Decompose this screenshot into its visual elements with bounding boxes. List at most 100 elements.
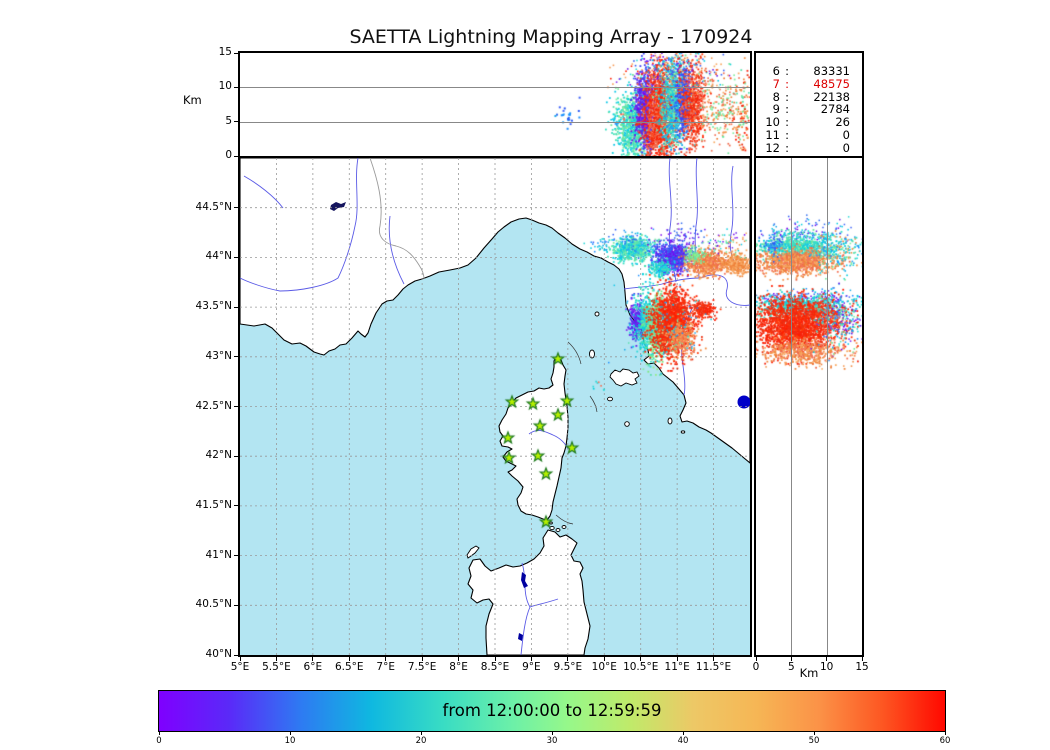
source-count-stats-panel: 6: 83331 7: 48575 8: 22138 9: 2784 10: 26 11: 0 12: 0 [754, 51, 864, 158]
latitude-tick-label: 42.5°N [195, 399, 232, 412]
longitude-tick [421, 657, 423, 661]
longitude-tick-label: 9°E [522, 661, 541, 673]
stats-row: 9: 2784 [756, 103, 862, 116]
longitude-tick [530, 657, 532, 661]
longitude-tick-label: 6°E [303, 661, 323, 673]
latitude-tick [234, 406, 238, 407]
longitude-tick-label: 8°E [449, 661, 468, 673]
altitude-tick [234, 121, 238, 123]
stats-count: 2784 [820, 102, 850, 117]
longitude-tick-label: 7°E [376, 661, 395, 673]
colorbar-tick-label: 20 [415, 736, 427, 746]
longitude-tick [275, 657, 277, 661]
longitude-tick-label: 8.5°E [480, 661, 510, 673]
stats-separator: : [785, 102, 789, 117]
altitude-tick [234, 86, 238, 88]
stats-level: 8 [772, 89, 780, 104]
latitude-tick [234, 207, 238, 209]
stats-level: 9 [772, 102, 780, 117]
latitude-tick-label: 40°N [205, 648, 232, 660]
altitude-tick-label: 10 [218, 80, 232, 93]
stats-count: 0 [842, 140, 850, 155]
colorbar-label: from 12:00:00 to 12:59:59 [442, 701, 662, 720]
latitude-tick-label: 44°N [205, 250, 232, 263]
stats-separator: : [785, 115, 789, 130]
altitude-latitude-scatter [756, 158, 862, 655]
map-panel [238, 156, 752, 657]
altitude-axis-label: Km [183, 93, 202, 107]
stats-separator: : [785, 140, 789, 155]
map-scatter [240, 158, 750, 655]
altitude-tick [234, 155, 238, 157]
latitude-tick [234, 505, 238, 507]
altitude-longitude-scatter [240, 53, 750, 156]
latitude-tick [234, 455, 238, 457]
altitude-gridline [826, 158, 828, 655]
altitude-tick-label: 5 [225, 114, 232, 127]
altitude-latitude-panel [754, 156, 864, 657]
altitude2-tick [790, 657, 792, 661]
latitude-tick [234, 256, 238, 258]
longitude-tick-label: 7.5°E [407, 661, 437, 673]
colorbar-tick [944, 731, 946, 735]
colorbar-tick-label: 10 [284, 736, 296, 746]
latitude-tick-label: 42°N [205, 449, 232, 462]
stats-count: 0 [842, 127, 850, 142]
latitude-tick [234, 356, 238, 358]
stats-separator: : [785, 89, 789, 104]
stats-separator: : [785, 64, 789, 78]
colorbar-tick [682, 731, 684, 735]
stats-level: 10 [765, 115, 780, 130]
colorbar-tick-label: 0 [156, 736, 162, 746]
longitude-tick-label: 10.5°E [623, 661, 659, 673]
stats-row: 10: 26 [756, 116, 862, 129]
latitude-tick [234, 654, 238, 656]
stats-count: 83331 [813, 64, 850, 78]
colorbar-tick [551, 731, 553, 735]
altitude2-tick [826, 657, 828, 661]
latitude-tick-label: 40.5°N [195, 598, 232, 611]
longitude-tick-label: 11.5°E [695, 661, 732, 673]
altitude2-tick-label: 0 [752, 661, 760, 673]
stats-row: 12: 0 [756, 140, 862, 155]
stats-row: 6: 83331 [756, 65, 862, 78]
latitude-tick-label: 43°N [205, 349, 232, 362]
longitude-tick-label: 5°E [230, 661, 250, 673]
longitude-tick [348, 657, 350, 661]
longitude-tick-label: 10°E [591, 661, 617, 673]
altitude-axis-label-right: Km [799, 666, 819, 680]
colorbar-tick [420, 731, 422, 735]
stats-count: 26 [835, 115, 850, 130]
stats-level: 12 [765, 140, 780, 155]
longitude-tick-label: 6.5°E [334, 661, 364, 673]
stats-level: 11 [765, 127, 780, 142]
altitude2-tick [861, 657, 863, 661]
altitude-tick-label: 0 [225, 149, 232, 161]
latitude-tick [234, 306, 238, 308]
longitude-tick-label: 5.5°E [262, 661, 291, 673]
colorbar: from 12:00:00 to 12:59:59 [158, 690, 946, 732]
altitude2-tick [755, 657, 757, 661]
altitude-gridline [240, 87, 750, 89]
longitude-tick [676, 657, 678, 661]
latitude-tick [234, 555, 238, 557]
stats-level: 6 [772, 64, 780, 78]
altitude2-tick-label: 15 [855, 661, 869, 673]
latitude-tick-label: 41°N [205, 548, 232, 561]
longitude-tick-label: 9.5°E [553, 661, 583, 673]
longitude-tick [458, 657, 460, 661]
altitude-gridline [791, 158, 793, 655]
colorbar-tick-label: 40 [677, 736, 689, 746]
latitude-tick-label: 44.5°N [195, 200, 232, 213]
colorbar-tick-label: 50 [808, 736, 820, 746]
longitude-tick [494, 657, 496, 661]
longitude-tick [385, 657, 387, 661]
chart-title: SAETTA Lightning Mapping Array - 170924 [349, 26, 753, 48]
stats-separator: : [785, 127, 789, 142]
altitude-gridline [240, 121, 750, 123]
latitude-tick [234, 604, 238, 606]
altitude-longitude-panel [238, 51, 752, 158]
altitude-tick-label: 15 [218, 46, 232, 58]
colorbar-tick [289, 731, 291, 735]
